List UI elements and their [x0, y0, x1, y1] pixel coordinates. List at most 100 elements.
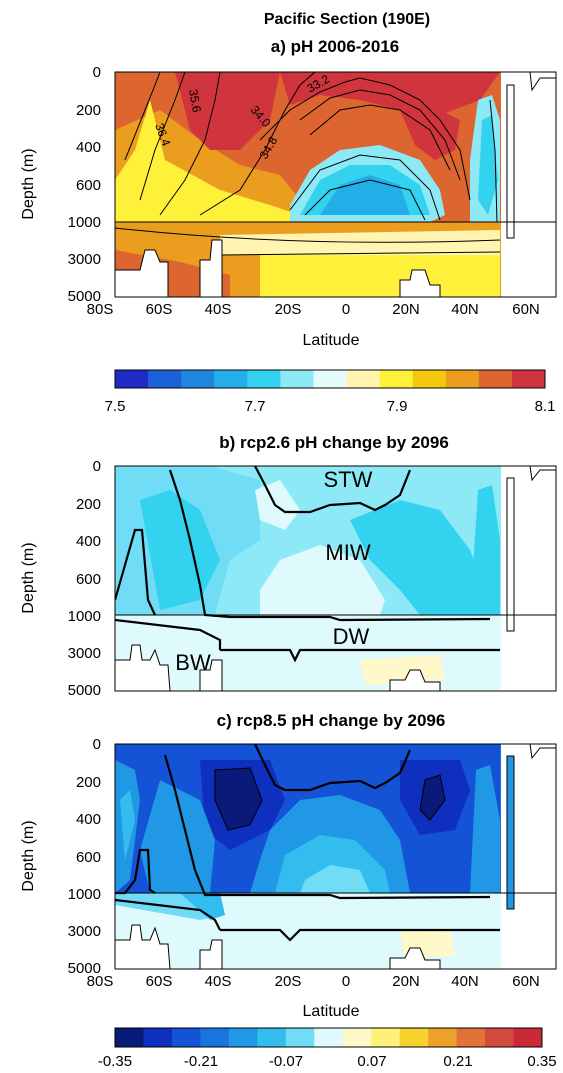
colorbar-ph-swatch — [511, 370, 546, 388]
x-tick-label: 20S — [275, 301, 302, 318]
panel-c: c) rcp8.5 pH change by 2096 — [20, 711, 557, 1070]
panel-c-title: c) rcp8.5 pH change by 2096 — [217, 711, 446, 730]
y-tick-label: 0 — [93, 64, 101, 81]
colorbar-ph — [114, 369, 546, 389]
x-tick-label: 40S — [205, 973, 232, 990]
figure-title: Pacific Section (190E) — [264, 11, 430, 28]
panel-c-frame — [114, 743, 557, 970]
y-tick-label: 400 — [76, 139, 101, 156]
panel-b: b) rcp2.6 pH change by 2096 — [20, 433, 557, 699]
panel-a-title: a) pH 2006-2016 — [271, 37, 400, 56]
panel-a-ylabel: Depth (m) — [20, 148, 37, 219]
y-tick-label: 600 — [76, 571, 101, 588]
colorbar-ph-change-swatch — [228, 1028, 258, 1047]
x-tick-label: 40N — [451, 973, 479, 990]
x-tick-label: 20N — [392, 301, 420, 318]
colorbar-ph-change-swatch — [200, 1028, 230, 1047]
colorbar-tick-label: 7.7 — [245, 398, 266, 415]
colorbar-ph-swatch — [247, 370, 281, 388]
y-tick-label: 5000 — [68, 960, 101, 977]
x-tick-label: 80S — [87, 301, 114, 318]
panel-c-y-axis: 0 200 400 600 1000 3000 5000 — [68, 736, 101, 977]
x-tick-label: 60S — [146, 973, 173, 990]
y-tick-label: 1000 — [68, 886, 101, 903]
y-tick-label: 200 — [76, 102, 101, 119]
colorbar-ph-change-swatch — [115, 1028, 144, 1047]
panel-a-y-axis: 0 200 400 600 1000 3000 5000 — [68, 64, 101, 305]
y-tick-label: 200 — [76, 774, 101, 791]
colorbar-ph-swatch — [313, 370, 347, 388]
colorbar-tick-label: 7.9 — [387, 398, 408, 415]
panel-b-frame — [114, 465, 557, 692]
colorbar-ph-change-swatch — [257, 1028, 287, 1047]
y-tick-label: 400 — [76, 811, 101, 828]
colorbar-tick-label: 8.1 — [535, 398, 556, 415]
x-tick-label: 60N — [512, 973, 540, 990]
y-tick-label: 600 — [76, 177, 101, 194]
contour-label-356: 35.6 — [186, 88, 204, 114]
panel-b-ylabel: Depth (m) — [20, 542, 37, 613]
y-tick-label: 5000 — [68, 288, 101, 305]
x-tick-label: 20S — [275, 973, 302, 990]
colorbar-ph-swatch — [346, 370, 381, 388]
panel-a-frame — [114, 71, 557, 298]
x-tick-label: 80S — [87, 973, 114, 990]
colorbar-tick-label: -0.21 — [184, 1053, 218, 1070]
panel-c-field — [115, 744, 556, 969]
y-tick-label: 200 — [76, 496, 101, 513]
colorbar-ph-swatch — [379, 370, 414, 388]
x-tick-label: 20N — [392, 973, 420, 990]
colorbar-tick-label: 7.5 — [105, 398, 126, 415]
x-tick-label: 60N — [512, 301, 540, 318]
colorbar-ph-change — [114, 1027, 543, 1048]
panel-a-field — [115, 72, 556, 297]
water-mass-label-dw: DW — [333, 624, 370, 649]
water-mass-label-stw: STW — [324, 467, 373, 492]
colorbar-ph-change-swatch — [399, 1028, 429, 1047]
colorbar-tick-label: 0.07 — [357, 1053, 386, 1070]
y-tick-label: 3000 — [68, 923, 101, 940]
panel-b-field — [115, 466, 556, 691]
panel-b-title: b) rcp2.6 pH change by 2096 — [219, 433, 449, 452]
y-tick-label: 400 — [76, 533, 101, 550]
colorbar-tick-label: -0.07 — [269, 1053, 303, 1070]
colorbar-ph-change-swatch — [456, 1028, 486, 1047]
colorbar-ph-change-swatch — [143, 1028, 173, 1047]
colorbar-tick-label: -0.35 — [98, 1053, 132, 1070]
colorbar-ph-swatch — [115, 370, 149, 388]
y-tick-label: 0 — [93, 458, 101, 475]
x-tick-label: 60S — [146, 301, 173, 318]
y-tick-label: 1000 — [68, 214, 101, 231]
colorbar-ph-change-swatch — [171, 1028, 201, 1047]
colorbar-ph-ticks: 7.5 7.7 7.9 8.1 — [105, 398, 556, 415]
y-tick-label: 5000 — [68, 682, 101, 699]
colorbar-ph-change-swatch — [428, 1028, 457, 1047]
colorbar-ph-change-swatch — [513, 1028, 543, 1047]
x-tick-label: 0 — [342, 301, 350, 318]
x-tick-label: 40S — [205, 301, 232, 318]
y-tick-label: 600 — [76, 849, 101, 866]
colorbar-ph-change-swatch — [285, 1028, 315, 1047]
x-tick-label: 0 — [342, 973, 350, 990]
colorbar-tick-label: 0.35 — [527, 1053, 556, 1070]
panel-c-xlabel: Latitude — [303, 1003, 360, 1020]
colorbar-ph-change-swatch — [314, 1028, 344, 1047]
colorbar-ph-change-ticks: -0.35 -0.21 -0.07 0.07 0.21 0.35 — [98, 1053, 557, 1070]
colorbar-ph-swatch — [412, 370, 447, 388]
colorbar-ph-frame — [114, 369, 546, 389]
panel-a: a) pH 2006-2016 — [20, 37, 557, 415]
y-tick-label: 1000 — [68, 608, 101, 625]
colorbar-ph-swatch — [181, 370, 215, 388]
y-tick-label: 3000 — [68, 645, 101, 662]
colorbar-ph-change-frame — [114, 1027, 543, 1048]
x-tick-label: 40N — [451, 301, 479, 318]
panel-c-x-axis: 80S 60S 40S 20S 0 20N 40N 60N — [87, 973, 540, 990]
panel-a-x-axis: 80S 60S 40S 20S 0 20N 40N 60N — [87, 301, 540, 318]
panel-c-ylabel: Depth (m) — [20, 820, 37, 891]
colorbar-ph-swatch — [280, 370, 314, 388]
colorbar-ph-change-swatch — [342, 1028, 372, 1047]
colorbar-tick-label: 0.21 — [443, 1053, 472, 1070]
panel-b-y-axis: 0 200 400 600 1000 3000 5000 — [68, 458, 101, 699]
y-tick-label: 3000 — [68, 251, 101, 268]
colorbar-ph-swatch — [445, 370, 480, 388]
